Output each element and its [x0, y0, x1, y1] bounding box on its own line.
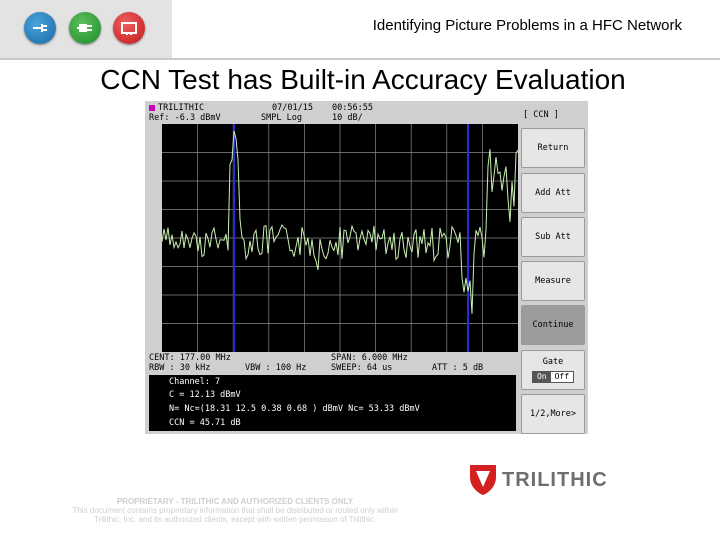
- slide-header: Identifying Picture Problems in a HFC Ne…: [0, 0, 720, 58]
- header-icon-panel: [0, 0, 172, 58]
- network-icon: [24, 12, 56, 44]
- spectrum-trace: [162, 130, 518, 314]
- marker-indicator: [149, 105, 155, 111]
- analyzer-screenshot: TRILITHIC Ref: -6.3 dBmV 07/01/15 00:56:…: [145, 101, 588, 434]
- gate-label: Gate: [542, 357, 564, 367]
- instrument-brand: TRILITHIC: [158, 103, 205, 113]
- vbw-readout: VBW : 100 Hz: [245, 363, 307, 373]
- return-button[interactable]: Return: [521, 128, 585, 168]
- channel-readout: Channel: 7: [169, 377, 221, 387]
- noise-levels: N= Nc=(18.31 12.5 0.38 0.68 ) dBmV Nc= 5…: [169, 404, 420, 414]
- tv-icon: [113, 12, 145, 44]
- gate-off-option[interactable]: Off: [550, 372, 574, 382]
- add-att-button[interactable]: Add Att: [521, 173, 585, 213]
- sweep-readout: SWEEP: 64 us: [331, 363, 393, 373]
- rbw-readout: RBW : 30 kHz: [149, 363, 211, 373]
- proprietary-notice: PROPRIETARY - TRILITHIC AND AUTHORIZED C…: [0, 497, 470, 524]
- reference-level: Ref: -6.3 dBmV: [149, 113, 221, 123]
- more-button[interactable]: 1/2,More>: [521, 394, 585, 434]
- spectrum-graph: [162, 124, 518, 352]
- plug-icon: [69, 12, 101, 44]
- notice-title: PROPRIETARY - TRILITHIC AND AUTHORIZED C…: [116, 497, 354, 506]
- spectrum-plot[interactable]: [162, 124, 518, 352]
- header-divider: [0, 58, 720, 60]
- trilithic-shield-icon: [470, 465, 496, 495]
- mode-label: [ CCN ]: [523, 110, 559, 120]
- ccn-result: CCN = 45.71 dB: [169, 418, 241, 428]
- ccn-results-panel: Channel: 7 C = 12.13 dBmV N= Nc=(18.31 1…: [149, 375, 516, 431]
- sub-att-button[interactable]: Sub Att: [521, 217, 585, 257]
- measure-button[interactable]: Measure: [521, 261, 585, 301]
- gate-button[interactable]: Gate On Off: [521, 350, 585, 390]
- notice-line-1: This document contains proprietary infor…: [72, 506, 398, 515]
- sample-mode: SMPL Log: [261, 113, 302, 123]
- attenuation-readout: ATT : 5 dB: [432, 363, 484, 373]
- scale-readout: 10 dB/: [332, 113, 363, 123]
- softkey-column: [ CCN ] Return Add Att Sub Att Measure C…: [521, 106, 587, 434]
- time-readout: 00:56:55: [332, 103, 373, 113]
- header-title: Identifying Picture Problems in a HFC Ne…: [372, 17, 682, 34]
- span-readout: SPAN: 6.000 MHz: [331, 353, 408, 363]
- date-readout: 07/01/15: [272, 103, 313, 113]
- carrier-level: C = 12.13 dBmV: [169, 390, 241, 400]
- gate-on-option[interactable]: On: [532, 372, 551, 382]
- slide-title: CCN Test has Built-in Accuracy Evaluatio…: [100, 64, 626, 95]
- continue-button[interactable]: Continue: [521, 305, 585, 345]
- center-frequency: CENT: 177.00 MHz: [149, 353, 231, 363]
- brand-name: TRILITHIC: [502, 469, 608, 491]
- trilithic-logo: TRILITHIC: [466, 461, 646, 501]
- gate-toggle[interactable]: On Off: [531, 371, 575, 383]
- notice-line-2: Trilithic, Inc. and its authorized clien…: [93, 515, 377, 524]
